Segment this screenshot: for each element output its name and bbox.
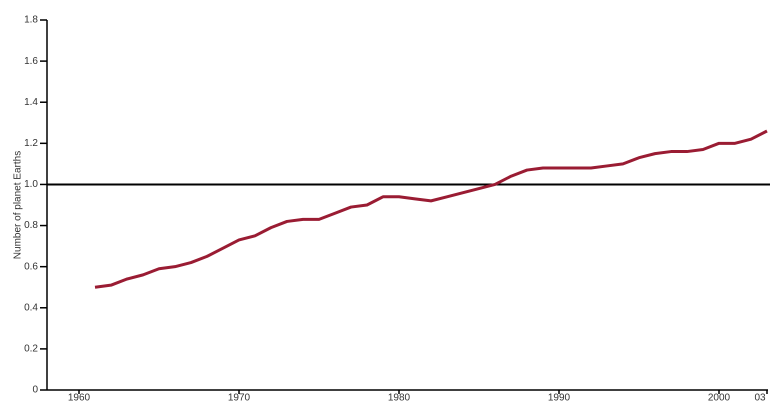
y-tick-label: 0.2 [24,344,38,355]
y-tick-label: 1.6 [24,56,38,67]
y-tick-label: 0.4 [24,302,38,313]
y-tick-label: 0 [32,385,38,396]
x-tick-label: 2000 [708,393,731,404]
data-line [94,129,768,289]
y-axis-label: Number of planet Earths [13,151,24,259]
x-tick-label: 1980 [388,393,411,404]
x-tick-label: 1990 [548,393,571,404]
x-tick-label: 1960 [68,393,91,404]
y-tick-label: 0.8 [24,220,38,231]
y-tick-label: 1.0 [24,179,38,190]
y-tick-label: 0.6 [24,261,38,272]
x-tick-label: 1970 [228,393,251,404]
x-tick-label: 03 [754,393,766,404]
y-tick-label: 1.2 [24,138,38,149]
y-tick-label: 1.4 [24,97,38,108]
y-tick-label: 1.8 [24,15,38,26]
